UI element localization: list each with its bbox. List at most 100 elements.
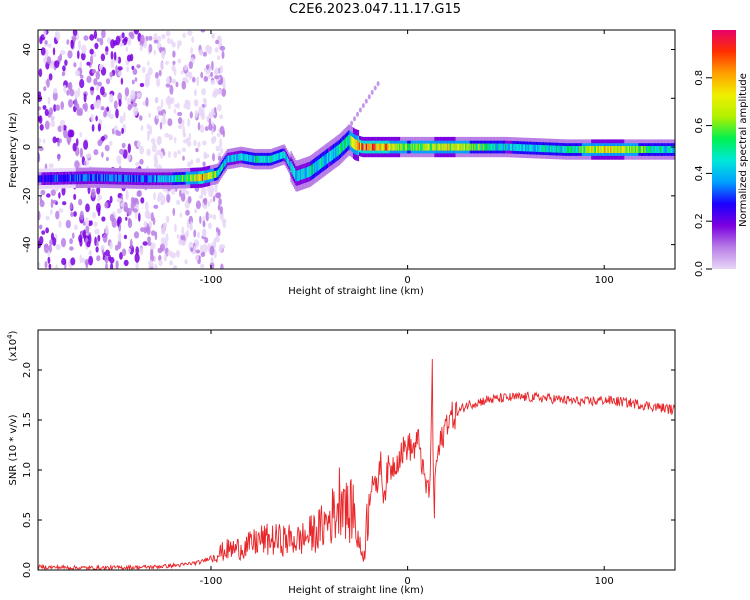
spectrogram-noise-point (101, 216, 106, 222)
spectrogram-noise-point (55, 210, 60, 220)
spectrogram-ridge-cell (486, 143, 488, 151)
spectrogram-noise-point (194, 208, 198, 214)
spectrogram-ridge-cell (629, 146, 631, 153)
spectrogram-ridge-cell (367, 143, 369, 151)
spectrogram-ridge-cell (603, 146, 605, 153)
spectrogram-ridge-cell (432, 143, 434, 151)
spectrogram-noise-point (44, 40, 48, 45)
spectrogram-ridge-cell (202, 173, 204, 181)
spectrogram-ridge-cell (39, 175, 41, 183)
spectrogram-noise-point (127, 97, 130, 106)
spectrogram-ridge-cell (666, 146, 669, 153)
spectrogram-noise-point (93, 221, 98, 227)
spectrogram-noise-point (124, 87, 130, 97)
spectrogram-ridge-cell (540, 145, 542, 152)
spectrogram-noise-point (176, 234, 180, 239)
spectrogram-ridge-cell (143, 175, 145, 183)
spectrogram-ridge-cell (658, 146, 660, 153)
spectrogram-noise-point (181, 119, 185, 127)
spectrogram-noise-point (68, 99, 73, 108)
spectrogram-ridge-cell (111, 174, 113, 182)
spectrogram-ridge-cell (525, 144, 527, 152)
spectrogram-noise-point (48, 107, 54, 116)
spectrogram-ridge-cell (99, 174, 101, 182)
spectrogram-noise-point (155, 72, 159, 79)
spectrogram-ridge-cell (47, 175, 49, 183)
spectrogram-ridge-cell (499, 143, 501, 151)
spectrogram-ridge-cell (400, 143, 402, 151)
spectrogram-ridge-cell (632, 146, 634, 153)
spectrogram-noise-point (174, 103, 179, 108)
spectrogram-ridge-cell (302, 168, 304, 180)
spectrogram-noise-point (132, 208, 138, 213)
spectrogram-noise-point (93, 78, 98, 86)
spectrogram-noise-point (69, 202, 73, 210)
spectrogram-ridge-cell (610, 146, 612, 153)
spectrogram-ridge-cell (336, 145, 338, 157)
spectrogram-noise-point (153, 39, 159, 44)
spectrogram-ridge-cell (146, 175, 148, 183)
spectrogram-noise-point (134, 140, 138, 147)
spectrogram-noise-point (38, 106, 42, 111)
spectrogram-noise-point (117, 239, 122, 250)
spectrogram-noise-point (173, 265, 177, 269)
spectrogram-noise-point (84, 217, 90, 227)
spectrogram-noise-point (182, 132, 187, 138)
spectrogram-ridge-cell (166, 175, 168, 183)
spectrogram-noise-point (195, 157, 201, 164)
spectrogram-noise-point (198, 49, 204, 56)
spectrogram-ridge-cell (248, 154, 250, 162)
spectrogram-ridge-cell (625, 146, 627, 153)
spectrogram-noise-point (63, 84, 67, 94)
spectrogram-noise-point (135, 161, 140, 167)
spectrogram-noise-point (152, 217, 156, 226)
spectrogram-noise-point (164, 132, 170, 138)
spectrogram-ridge-cell (356, 139, 358, 151)
spectrogram-noise-point (117, 66, 123, 71)
spectrogram-ridge-cell (565, 146, 567, 153)
spectrogram-noise-point (188, 71, 193, 80)
spectrogram-noise-point (130, 89, 136, 100)
spectrogram-noise-point (200, 71, 204, 79)
spectrogram-noise-point (78, 198, 83, 206)
spectrogram-ridge-cell (402, 143, 404, 151)
spectrogram-noise-point (206, 185, 211, 192)
spectrogram-ridge-cell (378, 143, 381, 151)
spectrogram-ridge-cell (94, 174, 96, 182)
spectrogram-ridge-cell (179, 175, 181, 182)
spectrogram-ridge-cell (619, 146, 621, 153)
spectrogram-noise-point (190, 159, 194, 165)
spectrogram-ridge-cell (442, 143, 444, 151)
colorbar-tick-label: 0.0 (694, 261, 705, 277)
spectrogram-noise-point (134, 77, 138, 82)
spectrogram-ridge-cell (312, 163, 315, 175)
spectrogram-noise-point (40, 47, 46, 56)
spectrogram-noise-point (123, 201, 128, 212)
spectrogram-ridge-cell (593, 146, 595, 153)
spectrogram-noise-point (119, 148, 125, 155)
spectrogram-noise-point (221, 50, 225, 59)
spectrogram-ridge-cell (92, 174, 94, 182)
spectrogram-noise-point (187, 196, 192, 204)
spectrogram-noise-point (187, 30, 193, 36)
spectrogram-ridge-cell (566, 146, 568, 153)
spectrogram-ridge-cell (396, 143, 398, 151)
spectrogram-ridge-cell (231, 154, 233, 162)
spectrogram-noise-point (61, 237, 66, 248)
spectrogram-noise-point (49, 209, 53, 216)
spectrogram-noise-point (48, 263, 52, 269)
spectrogram-noise-point (47, 96, 51, 105)
spectrogram-noise-point (86, 75, 92, 84)
spectrogram-noise-point (38, 68, 43, 77)
spectrogram-ridge-cell (273, 154, 276, 162)
spectrogram-ridge-cell (388, 143, 390, 151)
spectrogram-noise-point (197, 231, 200, 239)
spectrogram-ridge-cell (216, 170, 218, 178)
spectrogram-ridge-cell (303, 168, 305, 179)
spectrogram-ridge-cell (315, 161, 317, 173)
spectrogram-ridge-cell (495, 143, 498, 151)
spectrogram-ridge-cell (223, 161, 225, 168)
spectrogram-ridge-cell (79, 174, 81, 182)
spectrogram-noise-point (79, 78, 85, 89)
spectrogram-noise-point (219, 205, 223, 215)
